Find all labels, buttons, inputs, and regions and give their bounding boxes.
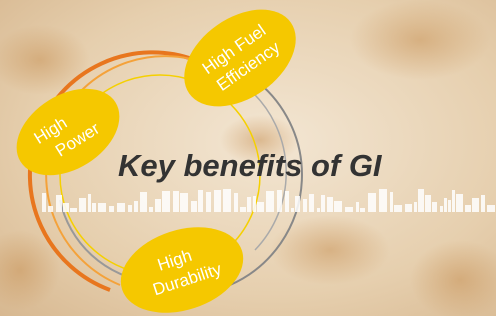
building [414,202,417,212]
building [481,195,485,212]
building [42,193,46,212]
building [180,193,188,212]
building [303,199,307,212]
title: Key benefits of GI [118,148,383,183]
building [309,194,314,212]
building [223,189,231,212]
building [368,193,376,212]
building [191,201,197,212]
building [92,203,96,212]
building [285,191,289,212]
building [79,198,86,212]
building [149,207,153,212]
building [432,202,437,212]
building [206,192,211,212]
building [465,205,471,212]
building [140,192,147,212]
building [448,200,451,212]
building [291,208,294,212]
building [394,205,402,212]
building [234,193,238,212]
building [456,194,463,212]
infographic: Key benefits of GI High Power High Fuel … [0,0,496,316]
building [444,198,447,212]
building [317,208,320,212]
building [240,207,246,212]
building [327,197,333,212]
building [98,203,106,212]
building [70,208,77,212]
building [155,199,161,212]
building [345,207,353,212]
building [134,201,138,212]
building [390,192,393,212]
building [257,202,264,212]
building [295,196,300,212]
building [48,206,53,212]
building [487,205,495,212]
building [425,195,431,212]
building [253,196,256,212]
building [128,205,132,212]
building [452,190,455,212]
building [440,206,443,212]
building [321,195,325,212]
building [109,206,114,212]
building [56,195,62,212]
building [88,194,91,212]
building [173,191,179,212]
building [418,189,424,212]
building [266,191,274,212]
building [405,204,412,212]
building [214,190,221,212]
building [334,201,342,212]
building [277,190,282,212]
building [117,203,125,212]
building [360,208,365,212]
building [247,197,251,212]
building [472,198,479,212]
building [162,191,170,212]
building [198,190,203,212]
building [379,189,387,212]
building [63,203,69,212]
building [356,202,359,212]
